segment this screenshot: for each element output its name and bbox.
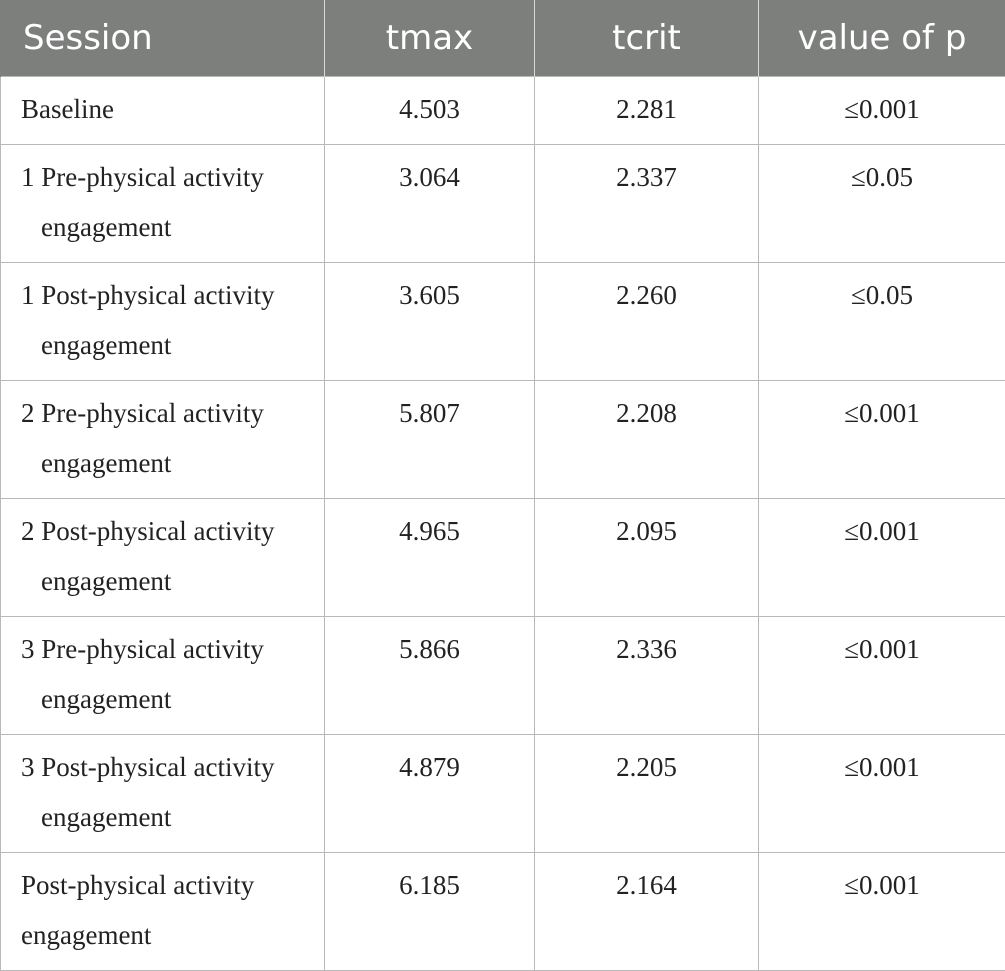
session-label: 2 Post-physical activity engagement	[21, 499, 314, 606]
tmax-cell: 5.866	[325, 617, 535, 735]
session-cell: Baseline	[1, 77, 325, 145]
tmax-cell: 4.503	[325, 77, 535, 145]
table-row: 3 Post-physical activity engagement 4.87…	[1, 735, 1005, 853]
table-row: 2 Pre-physical activity engagement 5.807…	[1, 381, 1005, 499]
header-tcrit: tcrit	[535, 0, 759, 77]
tmax-cell: 6.185	[325, 853, 535, 971]
table-row: 1 Pre-physical activity engagement 3.064…	[1, 145, 1005, 263]
tcrit-cell: 2.281	[535, 77, 759, 145]
p-value-cell: ≤0.001	[759, 77, 1005, 145]
tmax-cell: 3.605	[325, 263, 535, 381]
p-value-cell: ≤0.05	[759, 145, 1005, 263]
session-label: 1 Pre-physical activity engagement	[21, 145, 314, 252]
tcrit-cell: 2.208	[535, 381, 759, 499]
tmax-cell: 3.064	[325, 145, 535, 263]
session-cell: Post-physical activity engagement	[1, 853, 325, 971]
tcrit-cell: 2.336	[535, 617, 759, 735]
p-value-cell: ≤0.001	[759, 735, 1005, 853]
header-tmax: tmax	[325, 0, 535, 77]
p-value-cell: ≤0.001	[759, 617, 1005, 735]
p-value-cell: ≤0.05	[759, 263, 1005, 381]
session-cell: 2 Pre-physical activity engagement	[1, 381, 325, 499]
session-cell: 1 Pre-physical activity engagement	[1, 145, 325, 263]
table-row: Post-physical activity engagement 6.185 …	[1, 853, 1005, 971]
table-row: Baseline 4.503 2.281 ≤0.001	[1, 77, 1005, 145]
tcrit-cell: 2.337	[535, 145, 759, 263]
tmax-cell: 5.807	[325, 381, 535, 499]
tmax-cell: 4.879	[325, 735, 535, 853]
tcrit-cell: 2.260	[535, 263, 759, 381]
session-label: Post-physical activity engagement	[21, 853, 314, 960]
session-label: 2 Pre-physical activity engagement	[21, 381, 314, 488]
table-row: 2 Post-physical activity engagement 4.96…	[1, 499, 1005, 617]
tcrit-cell: 2.095	[535, 499, 759, 617]
session-cell: 3 Pre-physical activity engagement	[1, 617, 325, 735]
table-row: 3 Pre-physical activity engagement 5.866…	[1, 617, 1005, 735]
header-session: Session	[1, 0, 325, 77]
table-header-row: Session tmax tcrit value of p	[1, 0, 1005, 77]
p-value-cell: ≤0.001	[759, 499, 1005, 617]
table-row: 1 Post-physical activity engagement 3.60…	[1, 263, 1005, 381]
session-cell: 2 Post-physical activity engagement	[1, 499, 325, 617]
session-label: 3 Pre-physical activity engagement	[21, 617, 314, 724]
p-value-cell: ≤0.001	[759, 381, 1005, 499]
session-label: 3 Post-physical activity engagement	[21, 735, 314, 842]
session-label: 1 Post-physical activity engagement	[21, 263, 314, 370]
session-cell: 3 Post-physical activity engagement	[1, 735, 325, 853]
header-p-value: value of p	[759, 0, 1005, 77]
tmax-cell: 4.965	[325, 499, 535, 617]
tcrit-cell: 2.205	[535, 735, 759, 853]
p-value-cell: ≤0.001	[759, 853, 1005, 971]
session-cell: 1 Post-physical activity engagement	[1, 263, 325, 381]
tcrit-cell: 2.164	[535, 853, 759, 971]
session-label: Baseline	[21, 77, 314, 134]
